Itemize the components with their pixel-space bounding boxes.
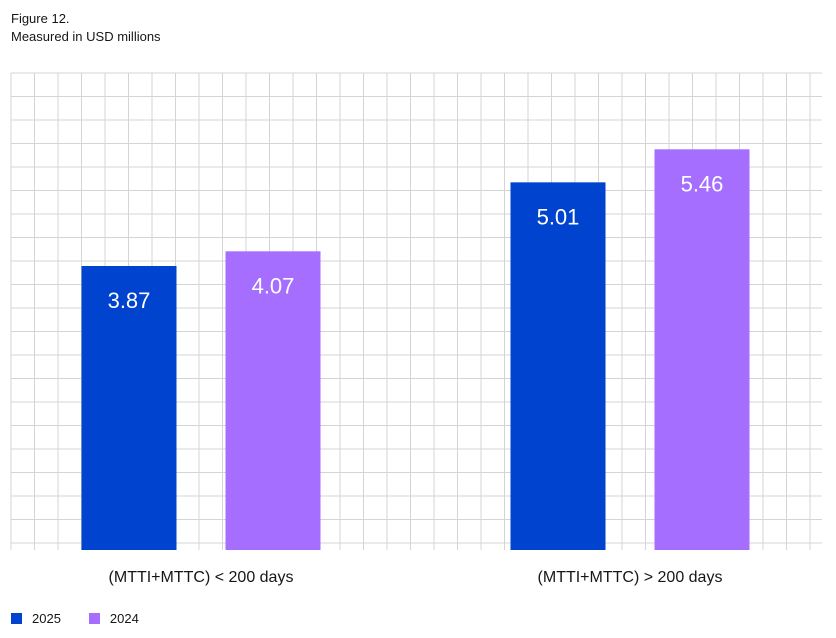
figure-label: Figure 12. — [11, 11, 70, 26]
data-label-2025-group-1: 3.87 — [108, 288, 151, 313]
category-label-1: (MTTI+MTTC) < 200 days — [109, 569, 294, 586]
chart-subtitle: Measured in USD millions — [11, 29, 161, 44]
bar-2025-group-2 — [510, 182, 606, 550]
bar-2024-group-2 — [654, 149, 750, 550]
bar-2024-group-1 — [225, 251, 321, 550]
data-label-2024-group-1: 4.07 — [252, 273, 295, 298]
legend-swatch-2025 — [11, 613, 22, 624]
legend-item-2024: 2024 — [88, 611, 139, 626]
legend-swatch-2024 — [88, 613, 100, 624]
legend-item-2025: 2025 — [11, 611, 61, 626]
legend-label-2025: 2025 — [32, 611, 61, 626]
legend: 2025 2024 — [11, 611, 139, 626]
category-label-2: (MTTI+MTTC) > 200 days — [538, 569, 723, 586]
data-label-2025-group-2: 5.01 — [537, 204, 580, 229]
bar-chart: 3.87 4.07 (MTTI+MTTC) < 200 days 5.01 5.46 (M… — [10, 72, 822, 586]
data-label-2024-group-2: 5.46 — [681, 171, 724, 196]
bar-2025-group-1 — [81, 266, 177, 550]
legend-label-2024: 2024 — [109, 611, 139, 626]
chart-header: Figure 12. Measured in USD millions — [11, 10, 161, 46]
